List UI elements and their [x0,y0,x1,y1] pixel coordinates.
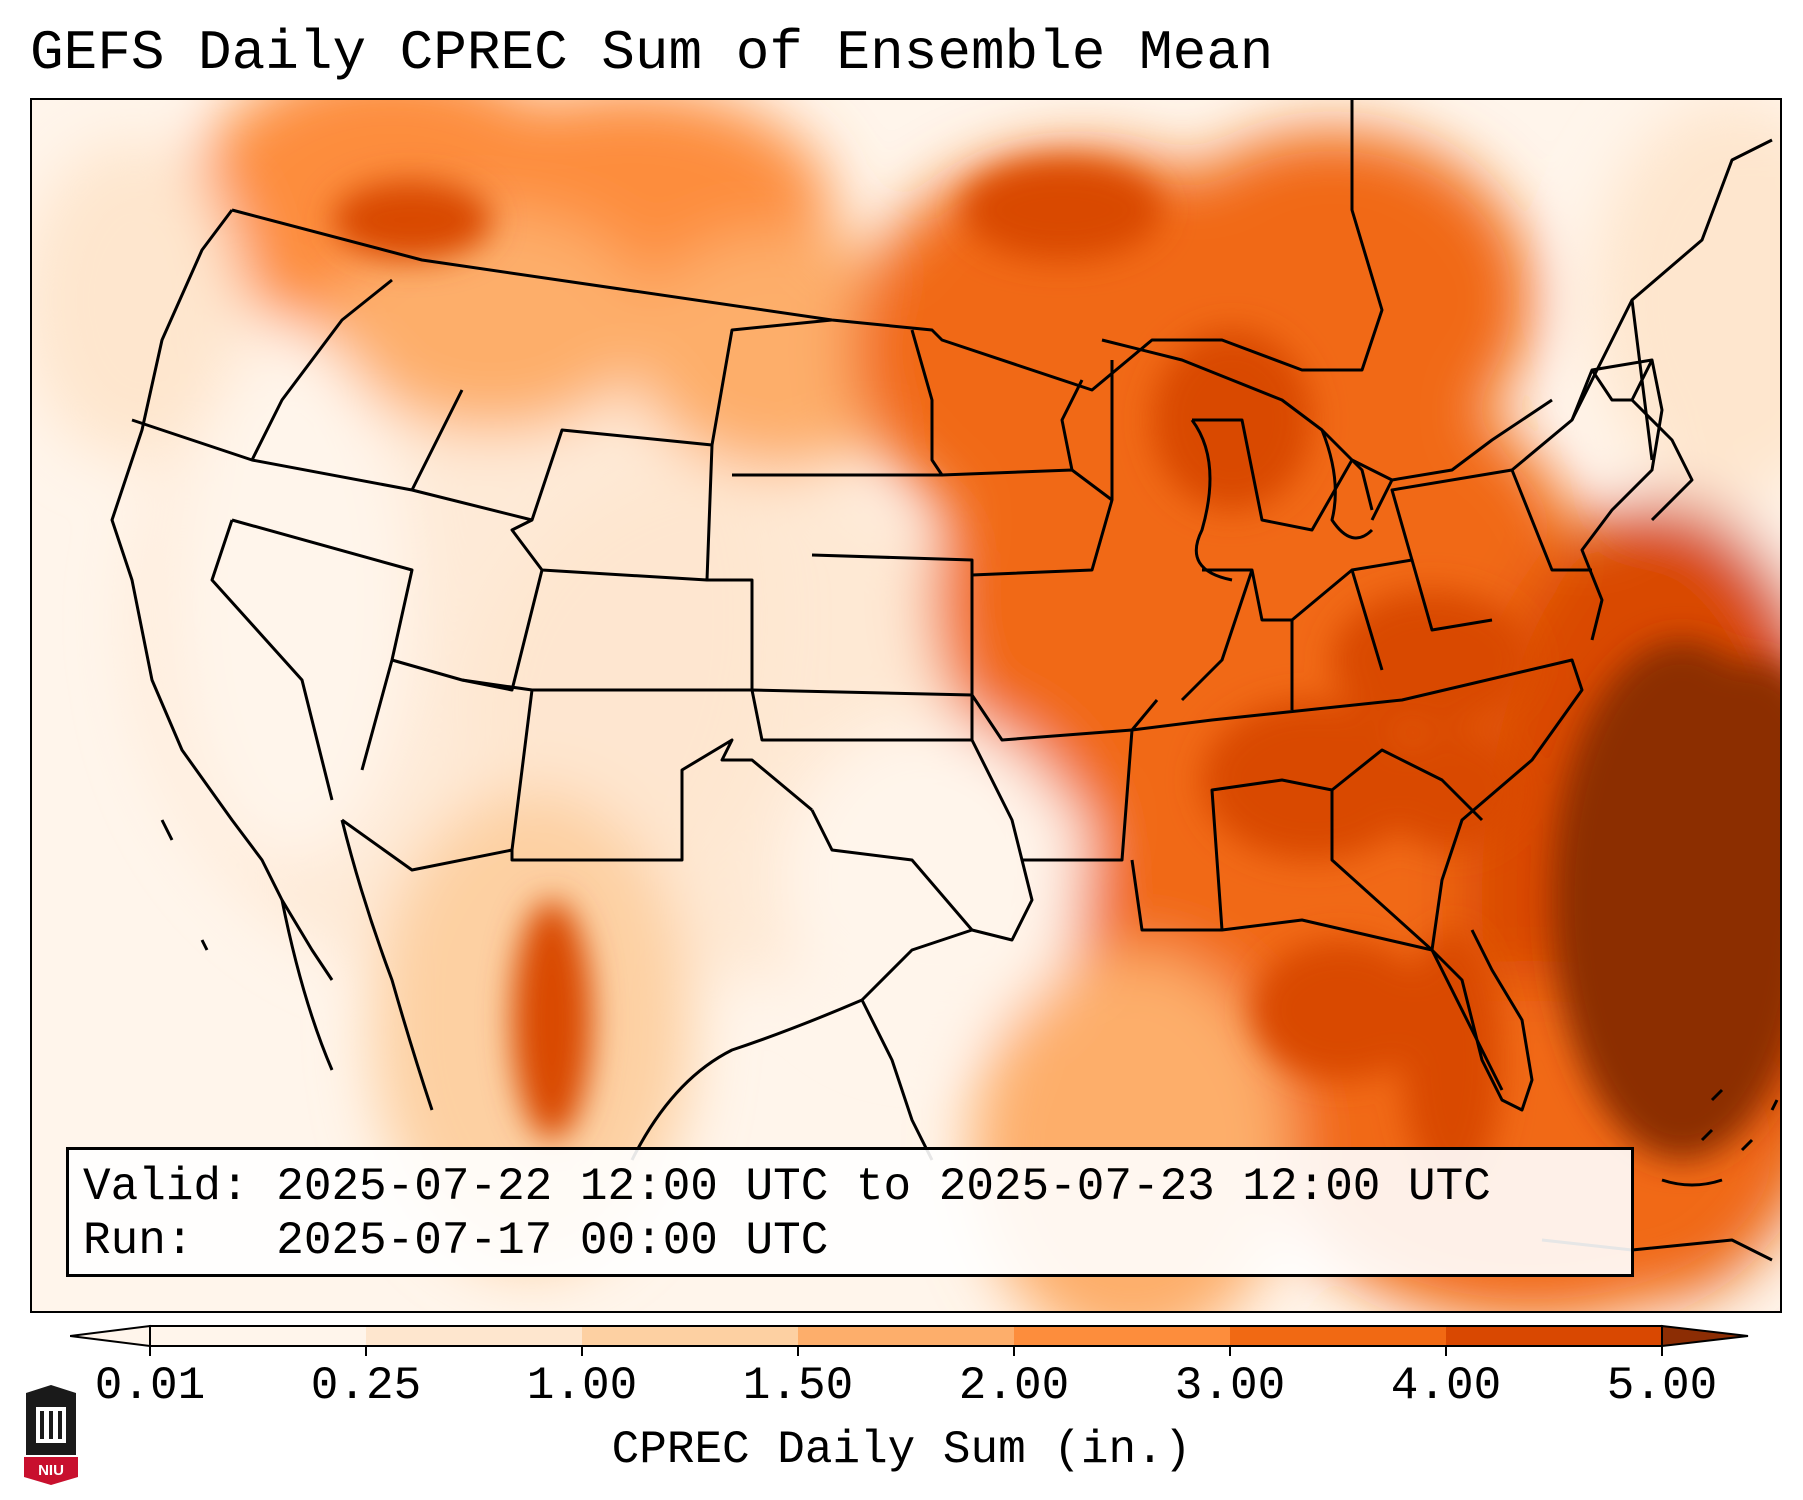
validity-info-box: Valid: 2025-07-22 12:00 UTC to 2025-07-2… [66,1147,1634,1277]
precipitation-map [30,98,1782,1313]
coastlines-and-borders [110,100,1779,1262]
colorbar-segment [150,1326,366,1346]
colorbar-tick-label: 3.00 [1174,1360,1286,1412]
colorbar-tick-label: 0.01 [94,1360,206,1412]
colorbar-tick-label: 5.00 [1606,1360,1718,1412]
niu-logo-icon: NIU [24,1385,78,1485]
valid-time-line: Valid: 2025-07-22 12:00 UTC to 2025-07-2… [83,1161,1491,1213]
colorbar-segment [582,1326,798,1346]
colorbar-outline [149,1325,1663,1347]
map-title: GEFS Daily CPREC Sum of Ensemble Mean [30,21,1274,85]
precip-field-heavy [332,160,1780,1190]
colorbar-extend-low [70,1324,151,1348]
colorbar-segment [1230,1326,1446,1346]
colorbar-segment [366,1326,582,1346]
colorbar-tick-label: 1.00 [526,1360,638,1412]
colorbar-segment [1446,1326,1662,1346]
colorbar-segment [1014,1326,1230,1346]
colorbar-tick-label: 4.00 [1390,1360,1502,1412]
colorbar-tick-label: 0.25 [310,1360,422,1412]
colorbar-tick-label: 2.00 [958,1360,1070,1412]
run-time-line: Run: 2025-07-17 00:00 UTC [83,1215,829,1267]
colorbar [70,1324,1749,1356]
svg-text:NIU: NIU [38,1462,64,1479]
colorbar-tick-label: 1.50 [742,1360,854,1412]
colorbar-label: CPREC Daily Sum (in.) [611,1424,1192,1476]
colorbar-segment [798,1326,1014,1346]
colorbar-extend-high [1661,1324,1749,1348]
